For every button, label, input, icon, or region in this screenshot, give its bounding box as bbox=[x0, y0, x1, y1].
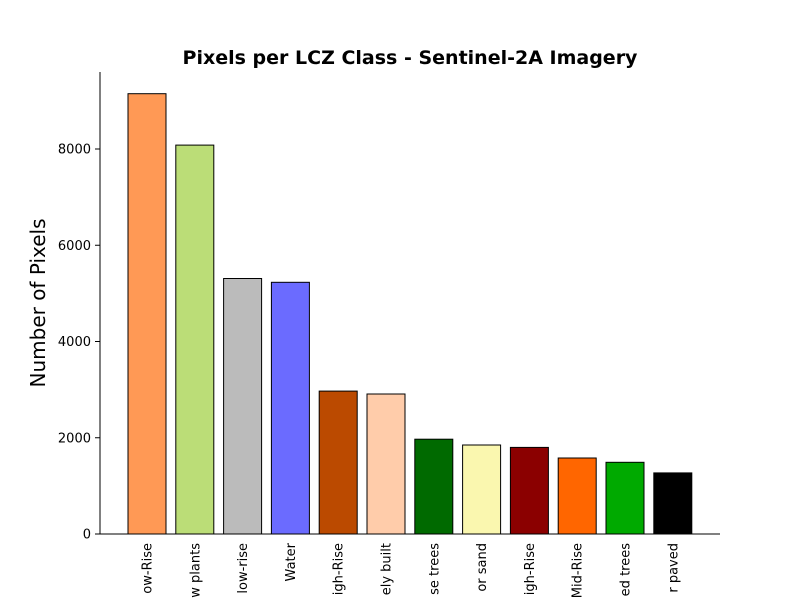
x-tick-label: w plants bbox=[188, 543, 203, 598]
x-tick-label: or sand bbox=[475, 543, 490, 592]
bars-group bbox=[127, 93, 693, 535]
y-tick-label: 6000 bbox=[58, 239, 91, 254]
y-tick-label: 2000 bbox=[58, 431, 91, 446]
bar bbox=[270, 281, 310, 535]
bar bbox=[509, 446, 549, 535]
bar bbox=[414, 438, 454, 535]
x-tick-label: igh-Rise bbox=[332, 543, 347, 595]
chart-title: Pixels per LCZ Class - Sentinel-2A Image… bbox=[183, 47, 639, 69]
bar bbox=[462, 444, 502, 535]
x-tick-label: r paved bbox=[666, 543, 681, 593]
y-tick-label: 0 bbox=[83, 528, 91, 543]
x-tick-label: low-rise bbox=[236, 543, 251, 594]
y-tick-label: 8000 bbox=[58, 143, 91, 158]
x-tick-label: ow-Rise bbox=[141, 543, 156, 594]
bar bbox=[557, 457, 597, 535]
bar bbox=[366, 393, 406, 535]
bar bbox=[127, 93, 167, 535]
x-tick-label: Water bbox=[284, 542, 299, 581]
bar bbox=[318, 390, 358, 535]
bar bbox=[605, 461, 645, 535]
x-tick-label: se trees bbox=[427, 543, 442, 595]
bar bbox=[223, 278, 263, 535]
y-tick-label: 4000 bbox=[58, 335, 91, 350]
x-tick-label: ed trees bbox=[619, 543, 634, 597]
x-tick-label: igh-Rise bbox=[523, 543, 538, 595]
bar bbox=[653, 472, 693, 535]
bar bbox=[175, 144, 215, 535]
y-axis-label: Number of Pixels bbox=[26, 218, 50, 387]
x-axis-ticks: ow-Rise w plants low-rise Water igh-Rise ely … bbox=[141, 542, 682, 598]
x-tick-label: ely built bbox=[380, 543, 395, 595]
x-tick-label: Mid-Rise bbox=[571, 543, 586, 598]
y-axis-ticks: 0 2000 4000 6000 8000 bbox=[58, 143, 100, 543]
